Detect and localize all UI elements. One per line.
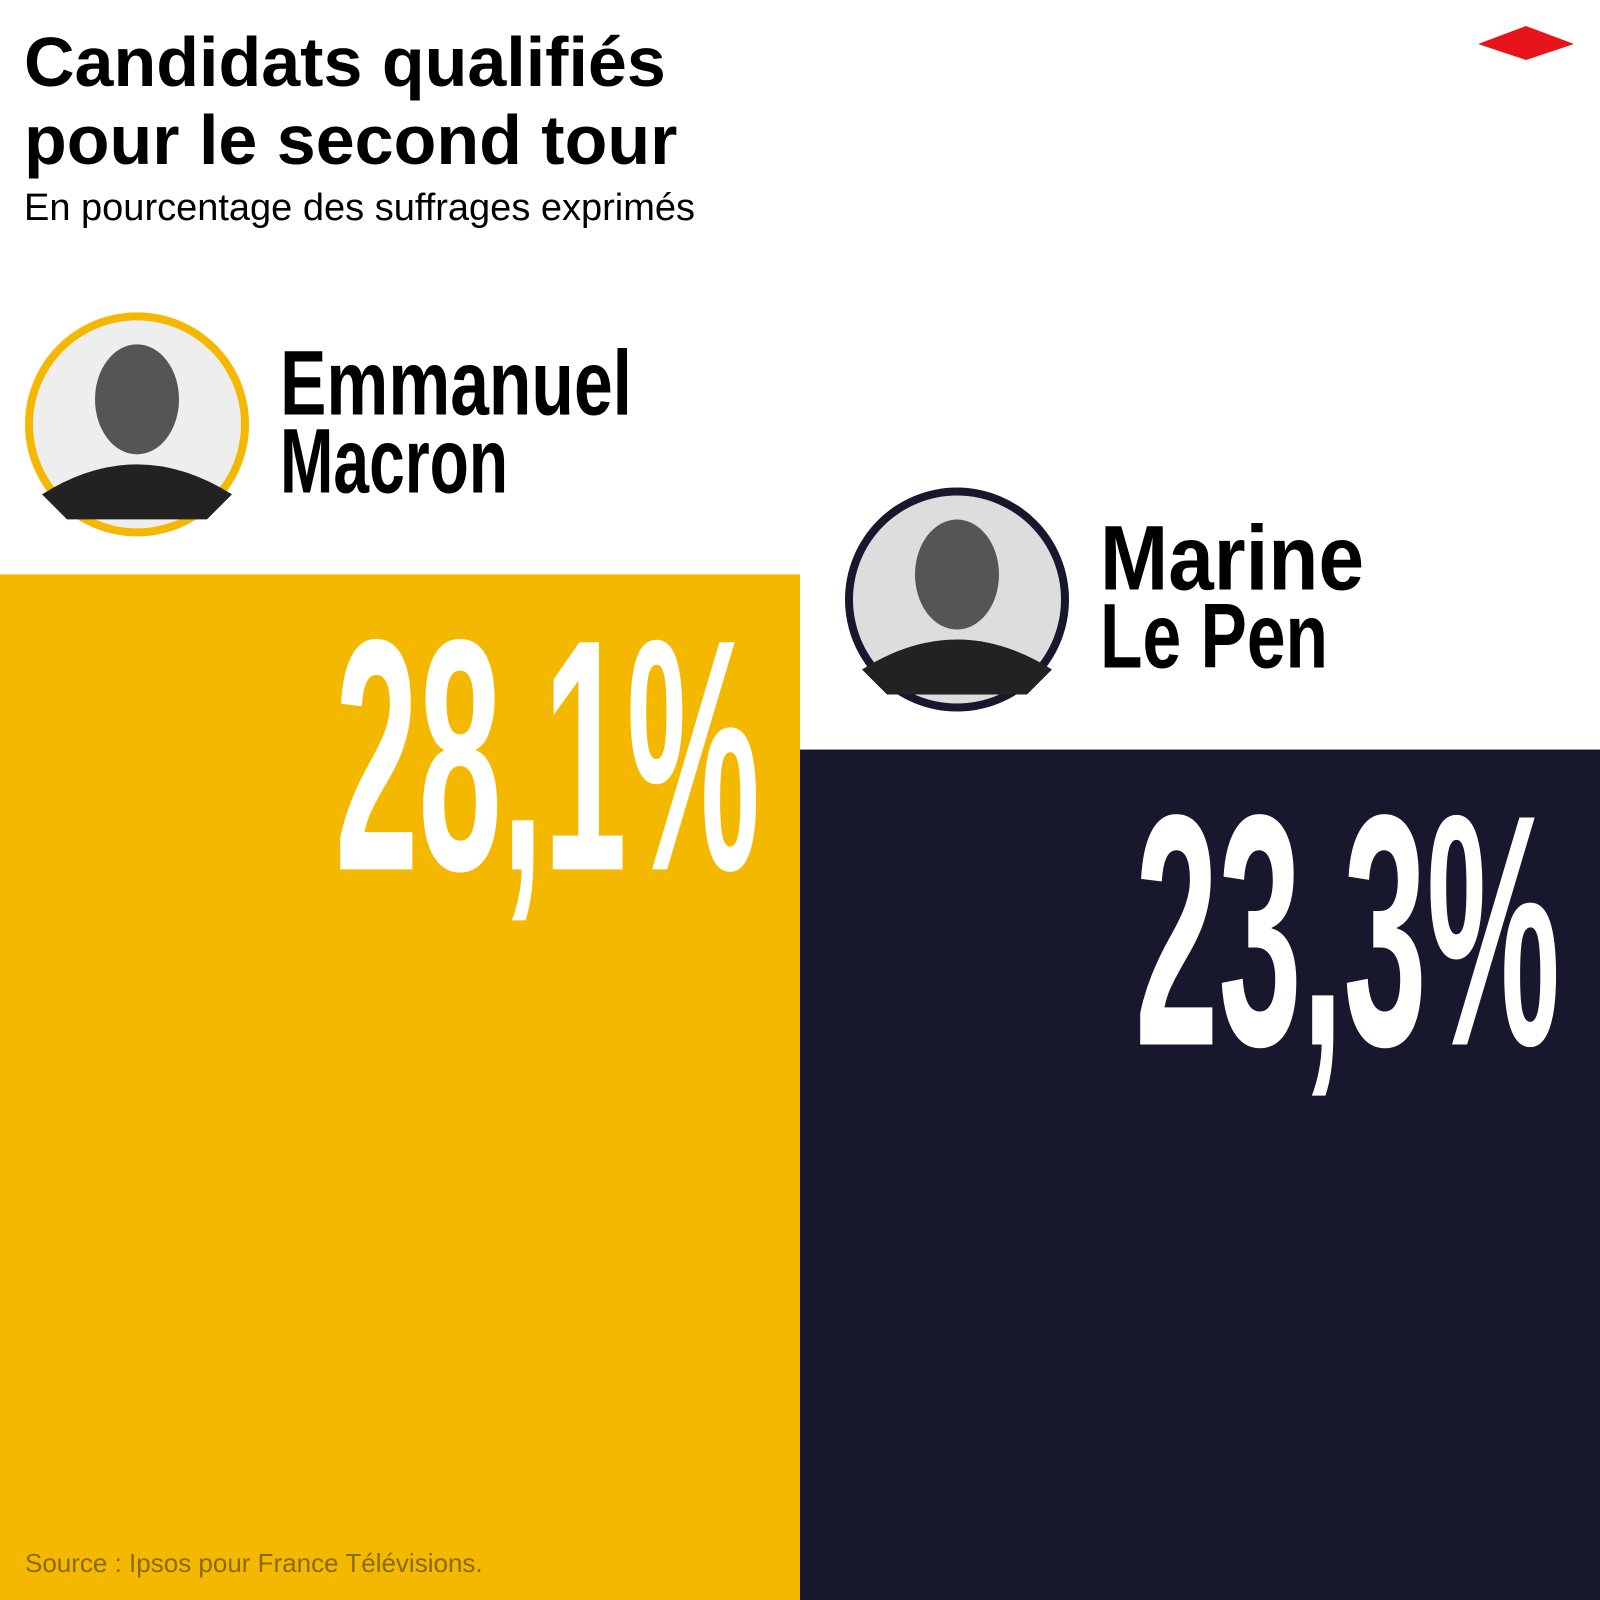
category-label: Marine	[1100, 508, 1364, 610]
portrait	[862, 639, 1052, 695]
bar	[0, 574, 800, 1600]
portrait	[915, 519, 999, 630]
category-label: Macron	[280, 410, 508, 512]
chart-title: Candidats qualifiés	[24, 23, 666, 101]
chart-title: pour le second tour	[24, 101, 677, 179]
portrait	[42, 464, 232, 520]
logo	[1478, 26, 1574, 60]
category-label: Le Pen	[1100, 586, 1328, 688]
source: Source : Ipsos pour France Télévisions.	[25, 1548, 483, 1578]
value-label: 28,1%	[335, 570, 760, 939]
portrait	[95, 344, 179, 455]
value-label: 23,3%	[1135, 746, 1560, 1115]
bar	[800, 749, 1600, 1600]
category-label: Emmanuel	[280, 332, 632, 434]
chart-subtitle: En pourcentage des suffrages exprimés	[24, 187, 695, 229]
